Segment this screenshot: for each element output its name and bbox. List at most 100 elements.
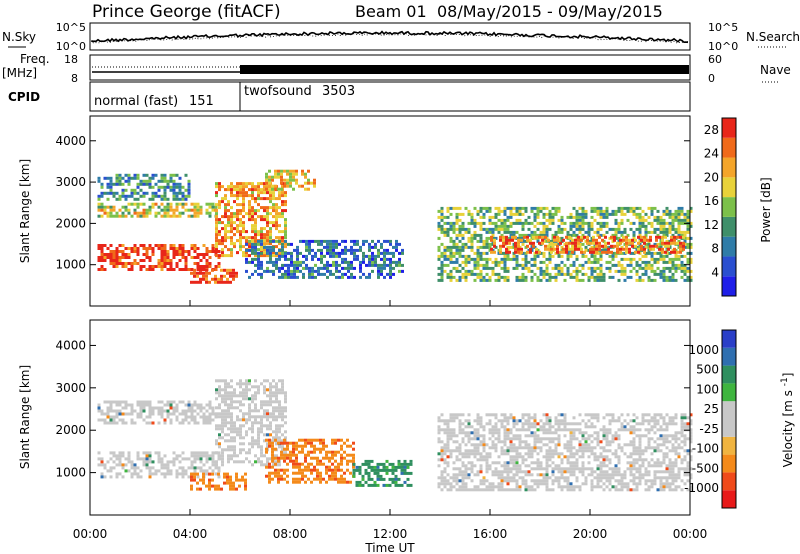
data-cell	[202, 244, 206, 247]
data-cell	[196, 202, 200, 206]
data-cell	[112, 191, 116, 195]
data-cell	[239, 448, 242, 452]
data-cell	[526, 244, 529, 248]
data-cell	[563, 479, 567, 483]
data-cell	[677, 257, 681, 261]
data-cell	[298, 438, 301, 442]
data-cell	[245, 457, 248, 461]
data-cell	[500, 218, 504, 222]
data-cell	[275, 460, 278, 464]
data-cell	[479, 482, 483, 486]
data-cell	[157, 262, 161, 265]
data-cell	[575, 209, 579, 213]
data-cell	[266, 185, 269, 189]
data-cell	[166, 253, 170, 256]
data-cell	[376, 471, 380, 475]
data-cell	[169, 208, 173, 212]
cpid-panel-frame	[89, 81, 691, 112]
data-cell	[593, 269, 597, 273]
data-cell	[313, 447, 316, 451]
data-cell	[479, 257, 483, 261]
data-cell	[139, 415, 143, 419]
data-cell	[536, 233, 540, 237]
data-cell	[202, 412, 206, 416]
data-cell	[224, 245, 227, 249]
data-cell	[275, 442, 278, 446]
data-cell	[284, 230, 287, 234]
data-cell	[211, 412, 215, 416]
data-cell	[619, 238, 622, 242]
data-cell	[251, 188, 254, 192]
data-cell	[187, 179, 191, 183]
data-cell	[518, 419, 522, 423]
data-cell	[281, 448, 284, 452]
data-cell	[533, 488, 537, 492]
data-cell	[440, 206, 444, 210]
data-cell	[638, 266, 642, 270]
data-cell	[271, 178, 274, 182]
data-cell	[275, 260, 278, 264]
data-cell	[515, 437, 519, 441]
data-cell	[488, 242, 492, 246]
data-cell	[626, 257, 630, 261]
data-cell	[218, 185, 221, 189]
data-cell	[251, 242, 254, 246]
data-cell	[266, 260, 269, 264]
data-cell	[515, 455, 519, 459]
data-cell	[628, 241, 631, 245]
data-cell	[133, 191, 137, 195]
data-cell	[208, 478, 211, 482]
data-cell	[542, 482, 546, 486]
data-cell	[397, 477, 401, 481]
data-cell	[449, 452, 453, 456]
data-cell	[673, 241, 676, 245]
colorbar-swatch	[722, 216, 736, 237]
data-cell	[584, 230, 588, 234]
data-cell	[326, 239, 329, 243]
data-cell	[458, 269, 462, 273]
data-cell	[245, 257, 248, 261]
data-cell	[611, 275, 615, 279]
data-cell	[533, 449, 537, 453]
data-cell	[595, 250, 598, 254]
data-cell	[509, 230, 513, 234]
data-cell	[569, 224, 573, 228]
data-cell	[215, 397, 218, 401]
data-cell	[533, 482, 537, 486]
data-cell	[127, 268, 131, 271]
data-cell	[389, 272, 392, 276]
data-cell	[377, 263, 380, 267]
data-cell	[491, 470, 495, 474]
data-cell	[148, 460, 152, 464]
data-cell	[160, 466, 164, 470]
data-cell	[130, 191, 134, 195]
data-cell	[230, 400, 233, 404]
data-cell	[109, 457, 113, 461]
data-cell	[518, 452, 522, 456]
data-cell	[458, 425, 462, 429]
data-cell	[377, 269, 380, 273]
data-cell	[260, 418, 263, 422]
data-cell	[211, 478, 214, 482]
data-cell	[166, 412, 170, 416]
data-cell	[118, 259, 122, 262]
data-cell	[214, 265, 218, 268]
data-cell	[470, 449, 474, 453]
data-cell	[248, 260, 251, 264]
data-cell	[289, 178, 292, 182]
data-cell	[109, 406, 113, 410]
data-cell	[202, 268, 206, 271]
data-cell	[184, 173, 188, 177]
data-cell	[239, 451, 242, 455]
data-cell	[281, 391, 284, 395]
data-cell	[175, 472, 179, 476]
data-cell	[491, 215, 495, 219]
data-cell	[265, 181, 268, 185]
data-cell	[371, 260, 374, 264]
data-cell	[557, 428, 561, 432]
data-cell	[187, 475, 191, 479]
data-cell	[491, 266, 495, 270]
data-cell	[97, 268, 101, 271]
data-cell	[130, 463, 134, 467]
data-cell	[593, 254, 597, 258]
